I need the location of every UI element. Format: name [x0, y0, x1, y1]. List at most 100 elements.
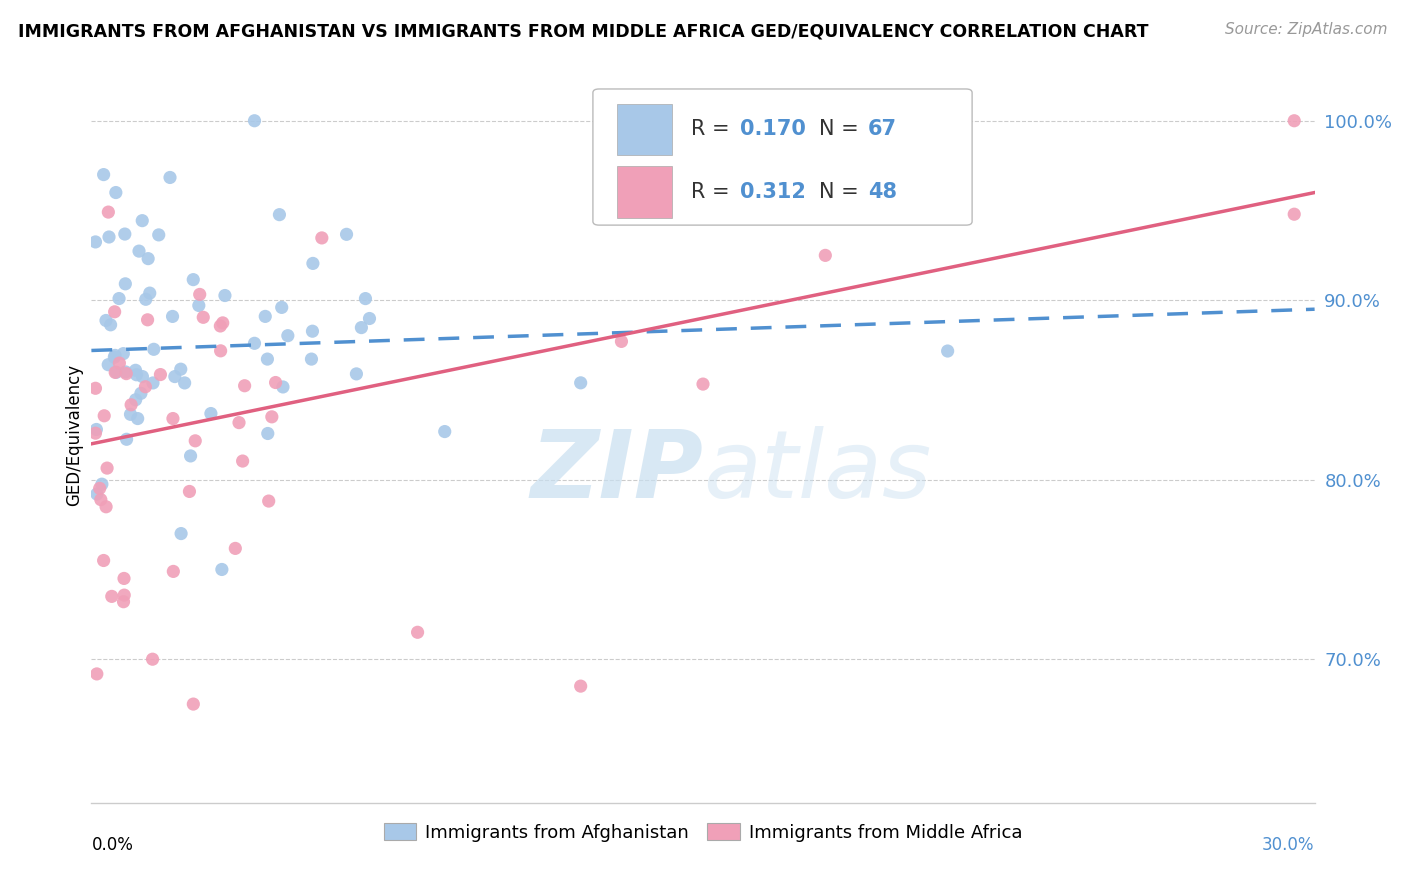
Point [120, 398, 142, 412]
Point [142, 343, 165, 357]
Point [129, 386, 152, 401]
Point [224, 541, 246, 556]
Point [90, 477, 112, 491]
Point [170, 362, 193, 376]
Point [134, 380, 156, 394]
Point [256, 426, 278, 441]
Point [610, 334, 633, 349]
Text: N =: N = [820, 120, 866, 139]
Point [211, 316, 233, 330]
Text: ZIP: ZIP [530, 425, 703, 517]
Point [112, 571, 135, 585]
Point [406, 625, 429, 640]
Point [125, 368, 148, 382]
Point [127, 411, 149, 425]
Point [104, 186, 127, 200]
Point [89, 481, 111, 495]
Point [104, 348, 127, 362]
Text: 30.0%: 30.0% [1263, 836, 1315, 854]
Point [692, 377, 714, 392]
Point [243, 336, 266, 351]
Point [135, 293, 157, 307]
Point [232, 454, 254, 468]
Point [433, 425, 456, 439]
Point [131, 369, 153, 384]
Point [104, 365, 127, 379]
Point [311, 231, 333, 245]
Point [188, 287, 211, 301]
Point [233, 378, 256, 392]
Point [149, 368, 172, 382]
Point [193, 310, 215, 325]
Point [180, 449, 202, 463]
Point [100, 318, 122, 332]
Point [260, 409, 283, 424]
Point [136, 313, 159, 327]
Point [354, 292, 377, 306]
Point [94, 313, 117, 327]
Point [243, 113, 266, 128]
Text: R =: R = [690, 182, 735, 202]
Text: 0.170: 0.170 [740, 120, 806, 139]
Point [162, 310, 184, 324]
Point [128, 244, 150, 259]
Point [228, 416, 250, 430]
Text: 0.312: 0.312 [740, 182, 806, 202]
Point [301, 324, 323, 338]
Point [104, 305, 127, 319]
Point [86, 667, 108, 681]
Point [103, 350, 125, 364]
Point [115, 432, 138, 446]
Point [131, 213, 153, 227]
Point [170, 526, 193, 541]
Point [256, 352, 278, 367]
Point [141, 652, 163, 666]
Point [112, 595, 135, 609]
Point [120, 408, 142, 422]
Point [301, 352, 323, 367]
Point [115, 367, 138, 381]
Point [124, 363, 146, 377]
Point [93, 553, 115, 567]
Point [112, 588, 135, 602]
Point [179, 484, 201, 499]
Point [84, 426, 107, 441]
Text: R =: R = [690, 120, 735, 139]
Point [86, 487, 108, 501]
Point [270, 301, 292, 315]
Point [142, 376, 165, 390]
Point [181, 272, 204, 286]
Point [114, 277, 136, 291]
Point [159, 170, 181, 185]
Point [211, 562, 233, 576]
Point [105, 365, 128, 379]
Point [136, 252, 159, 266]
Point [139, 286, 162, 301]
Point [302, 256, 325, 270]
Point [162, 411, 184, 425]
Point [254, 310, 277, 324]
Point [187, 298, 209, 312]
Text: N =: N = [820, 182, 866, 202]
Point [214, 288, 236, 302]
Point [114, 227, 136, 241]
Point [184, 434, 207, 448]
Point [1282, 207, 1305, 221]
Point [350, 320, 373, 334]
Text: Source: ZipAtlas.com: Source: ZipAtlas.com [1225, 22, 1388, 37]
Point [148, 227, 170, 242]
Point [173, 376, 195, 390]
Point [108, 356, 131, 370]
Point [93, 409, 115, 423]
Point [84, 235, 107, 249]
Point [569, 679, 592, 693]
Text: IMMIGRANTS FROM AFGHANISTAN VS IMMIGRANTS FROM MIDDLE AFRICA GED/EQUIVALENCY COR: IMMIGRANTS FROM AFGHANISTAN VS IMMIGRANT… [18, 22, 1149, 40]
Point [93, 168, 115, 182]
Point [200, 407, 222, 421]
Point [98, 230, 121, 244]
Point [257, 494, 280, 508]
Point [101, 590, 124, 604]
Point [335, 227, 357, 242]
Point [209, 318, 232, 333]
Y-axis label: GED/Equivalency: GED/Equivalency [65, 364, 83, 506]
